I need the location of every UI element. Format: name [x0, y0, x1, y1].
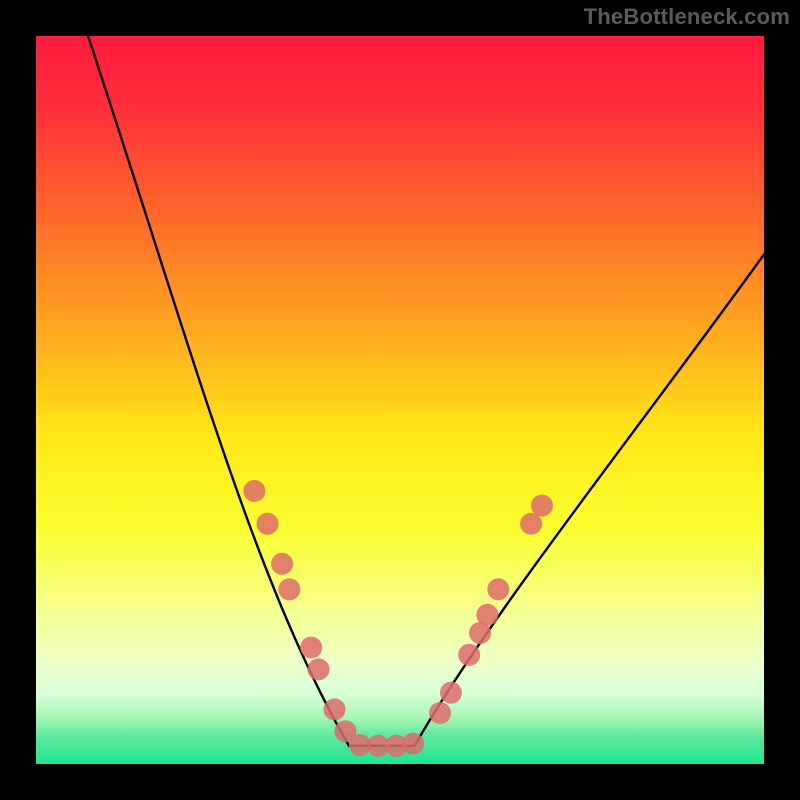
data-marker: [402, 733, 424, 755]
data-marker: [531, 495, 553, 517]
data-marker: [300, 637, 322, 659]
data-marker: [476, 604, 498, 626]
data-marker: [458, 644, 480, 666]
watermark-text: TheBottleneck.com: [584, 4, 790, 30]
data-marker: [487, 578, 509, 600]
plot-svg: [36, 36, 764, 764]
data-marker: [278, 578, 300, 600]
gradient-background: [36, 36, 764, 764]
data-marker: [323, 698, 345, 720]
data-marker: [257, 513, 279, 535]
data-marker: [271, 553, 293, 575]
data-marker: [307, 658, 329, 680]
chart-root: TheBottleneck.com: [0, 0, 800, 800]
data-marker: [243, 480, 265, 502]
data-marker: [429, 702, 451, 724]
data-marker: [440, 682, 462, 704]
plot-area: [36, 36, 764, 764]
